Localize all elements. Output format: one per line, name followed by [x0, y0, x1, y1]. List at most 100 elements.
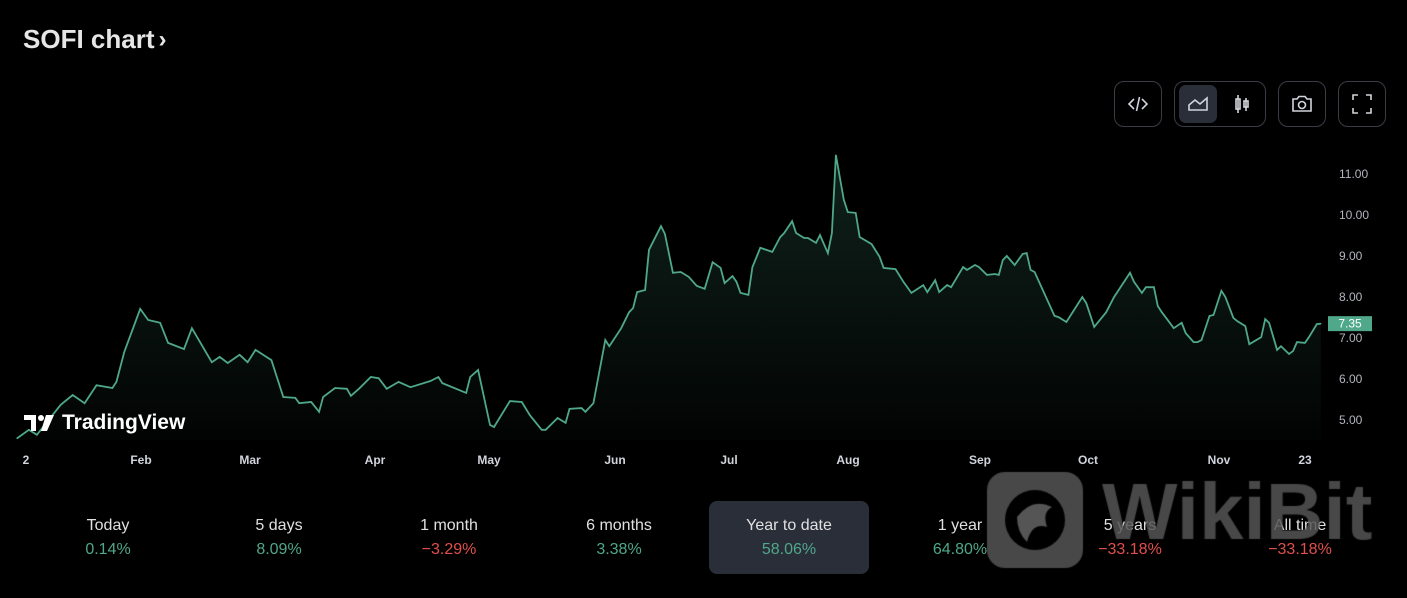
- x-tick-label: Feb: [130, 453, 151, 467]
- data-point: [719, 267, 722, 269]
- data-point: [882, 267, 885, 269]
- data-point: [437, 376, 439, 378]
- data-point: [246, 361, 249, 363]
- data-point: [1057, 316, 1060, 318]
- data-point: [803, 237, 805, 239]
- y-axis: 11.00 10.00 9.00 8.00 7.00 6.00 5.00: [1339, 167, 1369, 427]
- data-point: [167, 342, 169, 344]
- data-point: [1316, 323, 1318, 325]
- data-point: [298, 402, 300, 404]
- data-point: [183, 348, 185, 350]
- data-point: [310, 401, 312, 403]
- data-point: [712, 261, 714, 263]
- data-point: [409, 386, 412, 388]
- chart-title: SOFI chart: [23, 24, 155, 54]
- data-point: [441, 382, 443, 384]
- data-point: [871, 243, 873, 245]
- data-point: [211, 361, 213, 363]
- stat-value: 58.06%: [761, 541, 817, 558]
- data-point: [191, 327, 193, 329]
- stat-1-year[interactable]: 1 year 64.80%: [880, 501, 1040, 574]
- data-point: [584, 411, 587, 413]
- data-point: [1093, 326, 1095, 328]
- data-point: [334, 387, 336, 389]
- tradingview-logo[interactable]: TradingView: [24, 411, 185, 435]
- data-point: [123, 351, 125, 353]
- stat-today[interactable]: Today 0.14%: [28, 501, 188, 574]
- stat-label: Year to date: [746, 517, 832, 534]
- data-point: [859, 236, 861, 238]
- data-point: [493, 426, 495, 428]
- stat-value: 0.14%: [85, 541, 131, 558]
- stat-5-years[interactable]: 5 years −33.18%: [1050, 501, 1210, 574]
- fullscreen-button[interactable]: [1338, 81, 1386, 127]
- data-point: [819, 234, 821, 236]
- data-point: [111, 387, 113, 389]
- data-point: [1280, 345, 1282, 347]
- data-point: [1153, 286, 1155, 288]
- data-point: [1212, 314, 1215, 316]
- area-chart-button[interactable]: [1179, 85, 1217, 123]
- y-tick-label: 6.00: [1339, 372, 1363, 386]
- data-point: [922, 284, 924, 286]
- stat-6-months[interactable]: 6 months 3.38%: [539, 501, 699, 574]
- data-point: [1268, 322, 1270, 324]
- data-point: [159, 322, 161, 324]
- data-point: [294, 397, 296, 399]
- data-point: [1244, 325, 1246, 327]
- data-point: [469, 376, 471, 378]
- price-chart[interactable]: 11.00 10.00 9.00 8.00 7.00 6.00 5.00 2 Feb Mar Ap…: [0, 140, 1407, 475]
- data-point: [644, 289, 646, 291]
- data-point: [1276, 349, 1278, 351]
- data-point: [580, 407, 583, 409]
- data-point: [557, 417, 559, 419]
- stat-5-days[interactable]: 5 days 8.09%: [199, 501, 359, 574]
- data-point: [1320, 323, 1322, 325]
- data-point: [322, 396, 324, 398]
- data-point: [227, 362, 229, 364]
- x-tick-label: Nov: [1208, 453, 1231, 467]
- data-point: [219, 356, 221, 358]
- data-point: [358, 388, 360, 390]
- stat-all-time[interactable]: All time −33.18%: [1220, 501, 1380, 574]
- data-point: [771, 251, 773, 253]
- data-point: [807, 237, 809, 239]
- stat-1-month[interactable]: 1 month −3.29%: [369, 501, 529, 574]
- data-point: [592, 402, 594, 404]
- data-point: [239, 354, 241, 356]
- data-point: [1085, 302, 1087, 304]
- data-point: [688, 276, 690, 278]
- data-point: [934, 279, 936, 281]
- data-point: [1030, 269, 1032, 271]
- x-tick-label: 23: [1298, 453, 1312, 467]
- data-point: [950, 286, 952, 288]
- camera-icon: [1292, 95, 1312, 112]
- code-icon: [1127, 96, 1149, 112]
- data-point: [831, 232, 833, 234]
- data-point: [564, 422, 567, 424]
- x-tick-label: Mar: [239, 453, 261, 467]
- data-point: [636, 291, 638, 293]
- candlestick-chart-button[interactable]: [1223, 85, 1261, 123]
- data-point: [1220, 290, 1223, 292]
- data-point: [1200, 339, 1203, 341]
- data-point: [541, 429, 543, 431]
- chart-title-link[interactable]: SOFI chart ›: [23, 24, 166, 55]
- data-point: [1304, 342, 1306, 344]
- stat-value: −33.18%: [1098, 541, 1162, 558]
- data-point: [1145, 286, 1147, 288]
- data-point: [477, 369, 479, 371]
- y-tick-label: 10.00: [1339, 208, 1369, 222]
- data-point: [1105, 311, 1107, 313]
- tradingview-text: TradingView: [62, 411, 186, 434]
- data-point: [465, 392, 467, 394]
- stat-value: 8.09%: [256, 541, 302, 558]
- snapshot-button[interactable]: [1278, 81, 1326, 127]
- embed-button[interactable]: [1114, 81, 1162, 127]
- data-point: [378, 377, 380, 379]
- data-point: [28, 429, 30, 431]
- stat-year-to-date[interactable]: Year to date 58.06%: [709, 501, 869, 574]
- data-point: [1113, 296, 1115, 298]
- data-point: [759, 247, 761, 249]
- data-point: [270, 359, 272, 361]
